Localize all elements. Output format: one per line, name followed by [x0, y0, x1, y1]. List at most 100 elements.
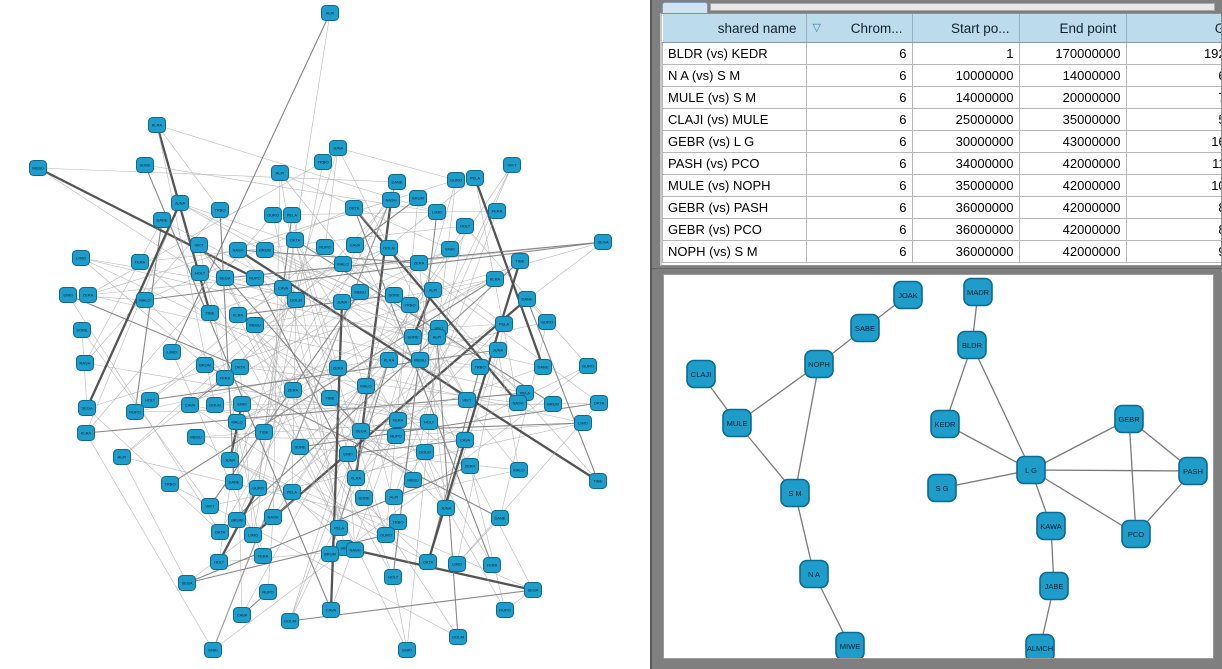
network-edge[interactable]: [337, 147, 457, 181]
network-edge[interactable]: [212, 181, 398, 651]
network-edge[interactable]: [81, 329, 211, 507]
network-node[interactable]: FERA: [216, 370, 234, 386]
table-row[interactable]: GEBR (vs) PCO636000000420000008.4: [662, 218, 1221, 241]
cell-value[interactable]: 6: [805, 64, 913, 87]
network-node[interactable]: OKTA: [590, 395, 608, 411]
cell-value[interactable]: 6.6: [1125, 64, 1221, 87]
network-edge[interactable]: [354, 244, 534, 591]
network-node-pco[interactable]: PCO: [1121, 519, 1151, 549]
network-edge[interactable]: [1030, 469, 1137, 535]
network-edge[interactable]: [456, 517, 501, 565]
network-node[interactable]: KLRA: [347, 470, 365, 486]
network-node[interactable]: DANE: [225, 474, 243, 490]
network-edge[interactable]: [388, 359, 447, 509]
network-edge[interactable]: [254, 324, 481, 368]
network-edge[interactable]: [424, 451, 493, 566]
network-edge[interactable]: [85, 202, 181, 434]
network-edge[interactable]: [469, 465, 506, 611]
cell-shared-name[interactable]: BLDR (vs) KEDR: [662, 42, 807, 65]
network-node[interactable]: HOLT: [210, 554, 228, 570]
network-node[interactable]: PELA: [283, 207, 301, 223]
network-edge[interactable]: [80, 257, 544, 368]
main-network-view[interactable]: KLRA MEBU SORE ALPI JUNA TRBO DANE GURO PELA VIKT…: [0, 0, 650, 669]
network-node[interactable]: BRUM: [228, 512, 246, 528]
network-node-noph[interactable]: NOPH: [804, 349, 834, 379]
network-edge[interactable]: [388, 247, 600, 404]
network-edge[interactable]: [344, 546, 534, 592]
network-node[interactable]: ZERA: [461, 458, 479, 474]
network-node[interactable]: RUPO: [259, 584, 277, 600]
network-edge[interactable]: [219, 209, 235, 483]
network-node[interactable]: FERA: [131, 254, 149, 270]
network-node[interactable]: ENKI: [59, 287, 77, 303]
network-node[interactable]: KLRA: [486, 271, 504, 287]
network-node[interactable]: CAVA: [322, 602, 340, 618]
cell-value[interactable]: 36000000: [911, 240, 1020, 263]
network-edge[interactable]: [393, 469, 520, 498]
network-node[interactable]: OKTA: [231, 359, 249, 375]
network-edge[interactable]: [86, 407, 221, 533]
network-node[interactable]: NASH: [229, 242, 247, 258]
network-node[interactable]: ZERA: [284, 382, 302, 398]
table-row[interactable]: GEBR (vs) L G6300000004300000016.9: [662, 130, 1221, 153]
network-node[interactable]: MALO: [228, 414, 246, 430]
network-edge[interactable]: [37, 166, 256, 280]
cell-value[interactable]: 16.9: [1125, 130, 1221, 153]
cell-value[interactable]: 42000000: [1018, 218, 1127, 241]
network-node[interactable]: TRBO: [471, 359, 489, 375]
network-node[interactable]: MALO: [334, 256, 352, 272]
network-node[interactable]: SEGA: [78, 400, 96, 416]
cell-value[interactable]: 6: [805, 218, 913, 241]
network-edge[interactable]: [195, 436, 340, 529]
network-node[interactable]: MALO: [357, 378, 375, 394]
network-node[interactable]: NASH: [76, 355, 94, 371]
network-node[interactable]: DOLM: [206, 397, 224, 413]
network-edge[interactable]: [237, 294, 395, 316]
filtered-network-view[interactable]: JOAK MADR SABE BLDR NOPH CLAJI GEBR MULE KEDR L G…: [663, 274, 1214, 659]
network-node[interactable]: JUNA: [221, 452, 239, 468]
network-node[interactable]: JUNA: [171, 195, 189, 211]
network-node[interactable]: MEBU: [246, 317, 264, 333]
network-edge[interactable]: [794, 363, 820, 494]
network-node[interactable]: OKTA: [345, 200, 363, 216]
network-edge[interactable]: [392, 576, 408, 651]
cell-value[interactable]: 11.4: [1125, 152, 1221, 175]
network-edge[interactable]: [337, 147, 468, 401]
cell-value[interactable]: 14000000: [1018, 64, 1127, 87]
network-edge[interactable]: [229, 459, 534, 591]
cell-value[interactable]: 6: [805, 174, 913, 197]
network-node[interactable]: FERA: [483, 557, 501, 573]
network-node-sabe[interactable]: SABE: [850, 313, 880, 343]
network-node[interactable]: MEBU: [187, 429, 205, 445]
network-edge[interactable]: [149, 349, 499, 401]
network-node[interactable]: SORE: [385, 287, 403, 303]
network-node[interactable]: ENKI: [204, 642, 222, 658]
cell-value[interactable]: 42000000: [1018, 196, 1127, 219]
network-node[interactable]: TIBE: [511, 253, 529, 269]
network-edge[interactable]: [347, 439, 466, 455]
column-header-shared-name[interactable]: shared name: [662, 14, 807, 43]
network-node[interactable]: TIBE: [321, 390, 339, 406]
network-node[interactable]: ENKI: [398, 642, 416, 658]
network-node[interactable]: FERA: [488, 203, 506, 219]
network-node[interactable]: CAVA: [346, 237, 364, 253]
network-node[interactable]: DANE: [518, 291, 536, 307]
network-node[interactable]: CAVA: [233, 607, 251, 623]
network-edge[interactable]: [233, 147, 339, 483]
network-edge[interactable]: [279, 172, 451, 250]
network-edge[interactable]: [294, 239, 387, 536]
network-edge[interactable]: [121, 456, 188, 584]
network-node[interactable]: FERA: [254, 548, 272, 564]
network-node[interactable]: VIKT: [201, 498, 219, 514]
network-edge[interactable]: [189, 404, 426, 453]
network-node[interactable]: ALPI: [428, 329, 446, 345]
network-node[interactable]: ZERA: [410, 255, 428, 271]
network-node[interactable]: DOLM: [287, 292, 305, 308]
network-node-jabe[interactable]: JABE: [1039, 571, 1069, 601]
network-node[interactable]: BRUM: [196, 357, 214, 373]
cell-shared-name[interactable]: NOPH (vs) S M: [662, 240, 807, 263]
network-edge[interactable]: [1030, 418, 1130, 471]
network-edge[interactable]: [155, 124, 212, 314]
network-node-s-m[interactable]: S M: [780, 478, 810, 508]
network-edge[interactable]: [199, 272, 340, 529]
